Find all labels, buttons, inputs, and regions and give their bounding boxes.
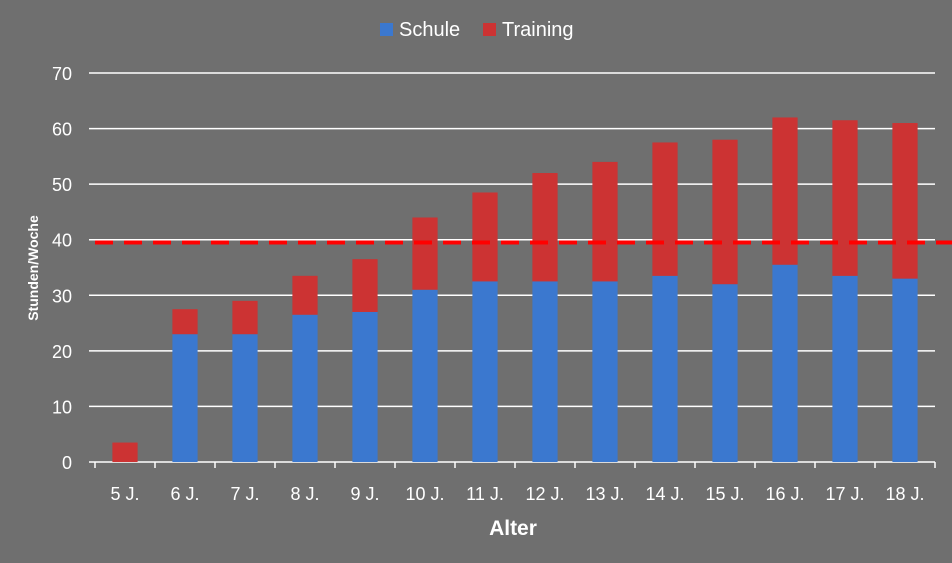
x-tick-label: 16 J.	[765, 484, 804, 504]
bar-training	[652, 142, 678, 276]
y-tick-label: 20	[52, 342, 72, 362]
bar-training	[472, 192, 498, 282]
bar-schule	[772, 264, 798, 462]
x-tick-label: 13 J.	[585, 484, 624, 504]
y-axis-ticks: 0 10 20 30 40 50 60 70	[52, 64, 72, 473]
bars	[112, 117, 918, 462]
bar-training	[532, 173, 558, 282]
bar-schule	[892, 278, 918, 462]
x-tick-label: 12 J.	[525, 484, 564, 504]
x-tick-label: 10 J.	[405, 484, 444, 504]
x-tick-label: 18 J.	[885, 484, 924, 504]
y-tick-label: 30	[52, 286, 72, 306]
legend-label-training: Training	[502, 19, 574, 41]
gridlines	[89, 72, 936, 468]
bar-training	[112, 442, 138, 462]
bar-schule	[652, 275, 678, 462]
legend-label-schule: Schule	[399, 19, 460, 41]
legend-swatch-training	[483, 23, 496, 36]
x-tick-label: 8 J.	[290, 484, 319, 504]
bar-training	[832, 120, 858, 276]
x-tick-label: 6 J.	[170, 484, 199, 504]
y-tick-label: 60	[52, 120, 72, 140]
y-tick-label: 40	[52, 231, 72, 251]
x-tick-label: 11 J.	[466, 484, 504, 504]
bar-training	[712, 139, 738, 285]
bar-training	[232, 300, 258, 335]
bar-schule	[472, 281, 498, 462]
bar-schule	[592, 281, 618, 462]
x-tick-label: 15 J.	[705, 484, 744, 504]
bar-training	[292, 275, 318, 315]
bar-schule	[412, 289, 438, 462]
bar-training	[172, 309, 198, 335]
legend: Schule Training	[380, 19, 574, 41]
y-tick-label: 50	[52, 175, 72, 195]
bar-schule	[172, 334, 198, 462]
bar-training	[352, 259, 378, 312]
y-tick-label: 70	[52, 64, 72, 84]
bar-training	[772, 117, 798, 265]
x-tick-label: 14 J.	[645, 484, 684, 504]
bar-schule	[532, 281, 558, 462]
x-tick-label: 7 J.	[230, 484, 259, 504]
bar-schule	[232, 334, 258, 462]
legend-swatch-schule	[380, 23, 393, 36]
y-axis-title: Stunden/Woche	[25, 215, 41, 321]
bar-training	[412, 217, 438, 290]
bar-schule	[832, 275, 858, 462]
bar-training	[892, 123, 918, 279]
x-tick-label: 9 J.	[350, 484, 379, 504]
x-tick-label: 17 J.	[825, 484, 864, 504]
x-axis-title: Alter	[489, 517, 537, 540]
y-tick-label: 0	[62, 453, 72, 473]
x-axis-ticks: 5 J. 6 J. 7 J. 8 J. 9 J. 10 J. 11 J. 12 J. 13 J.…	[110, 484, 924, 504]
x-tick-label: 5 J.	[110, 484, 139, 504]
bar-schule	[712, 284, 738, 462]
bar-training	[592, 161, 618, 282]
y-tick-label: 10	[52, 397, 72, 417]
bar-schule	[352, 311, 378, 462]
bar-schule	[292, 314, 318, 462]
